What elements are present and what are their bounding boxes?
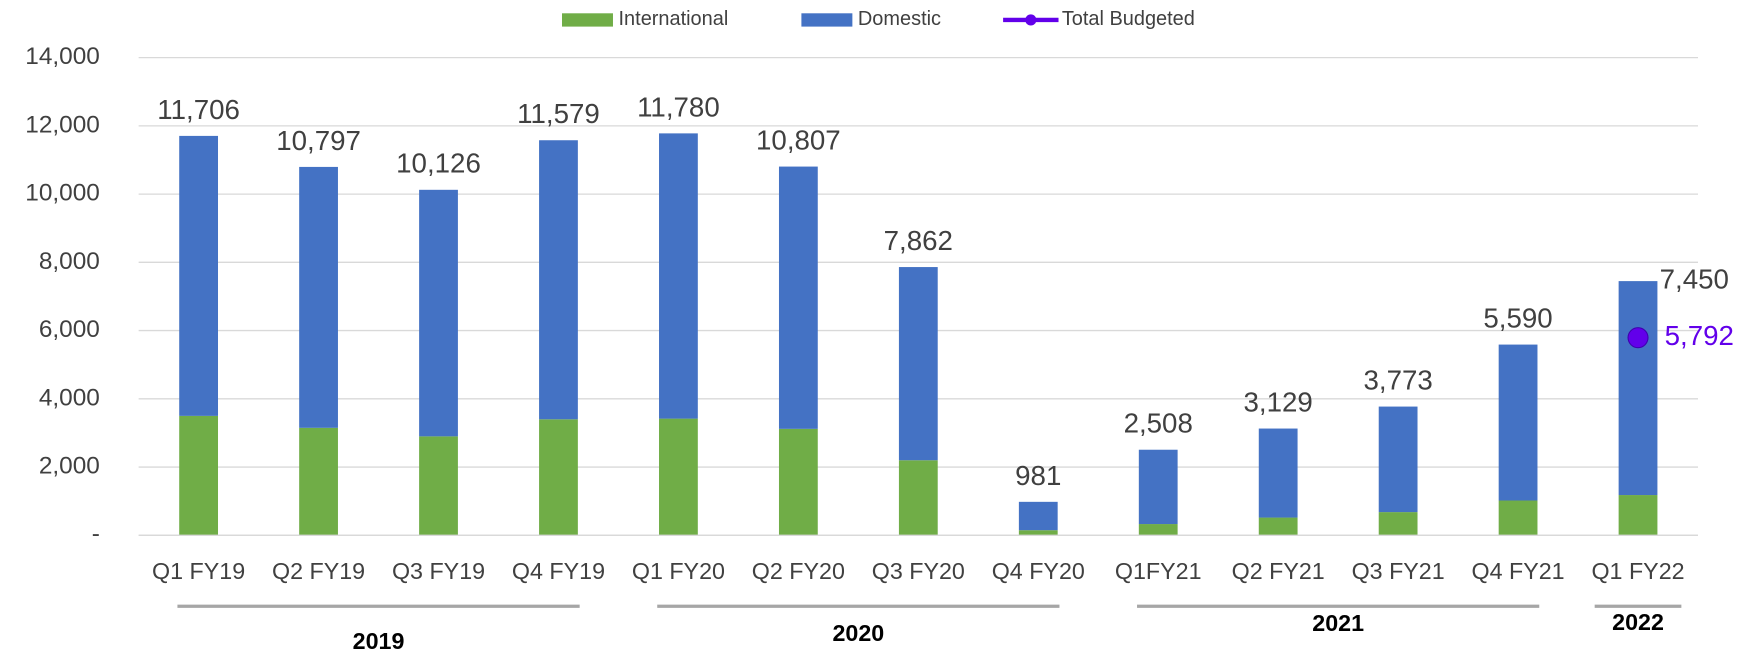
total-label: 3,773 (1363, 365, 1432, 396)
bar-segment (539, 419, 578, 536)
legend-label: Domestic (858, 8, 941, 30)
year-label: 2020 (832, 620, 884, 646)
total-label: 7,450 (1660, 263, 1729, 294)
y-tick-label: 8,000 (39, 248, 100, 275)
x-tick-label: Q4 FY21 (1472, 558, 1565, 584)
legend-label: Total Budgeted (1062, 8, 1195, 30)
y-tick-label: 4,000 (39, 384, 100, 411)
bar-segment (1138, 449, 1178, 525)
total-label: 981 (1015, 460, 1061, 491)
legend-swatch (562, 13, 613, 27)
bar-segment (179, 135, 219, 416)
total-label: 11,780 (637, 91, 720, 122)
legend-dot (1025, 14, 1037, 26)
total-label: 10,807 (756, 125, 841, 156)
x-tick-label: Q1 FY22 (1591, 558, 1684, 584)
bar-segment (419, 436, 458, 536)
budget-label: 5,792 (1665, 320, 1734, 351)
bar-segment (1498, 344, 1538, 501)
y-tick-label: 2,000 (39, 453, 100, 480)
budget-point (1627, 327, 1649, 349)
bar-segment (1378, 512, 1418, 536)
bar-segment (299, 166, 338, 428)
bar-segment (1258, 517, 1298, 536)
x-tick-label: Q1FY21 (1115, 558, 1202, 584)
bar-segment (299, 427, 338, 536)
x-tick-label: Q2 FY21 (1232, 558, 1325, 584)
total-label: 2,508 (1124, 408, 1193, 439)
total-label: 10,797 (276, 125, 361, 156)
x-tick-label: Q2 FY19 (272, 558, 365, 584)
bar-segment (778, 166, 818, 429)
bar-segment (1018, 530, 1058, 536)
total-label: 11,579 (517, 98, 600, 129)
bar-segment (1378, 406, 1418, 513)
bar-segment (1498, 500, 1538, 536)
bar-segment (419, 189, 458, 437)
bar-segment (539, 140, 578, 420)
bar-segment (778, 428, 818, 536)
x-tick-label: Q1 FY20 (632, 558, 725, 584)
bar-segment (1618, 495, 1658, 536)
y-tick-label: 6,000 (39, 316, 100, 343)
x-tick-label: Q3 FY19 (392, 558, 485, 584)
x-tick-label: Q4 FY19 (512, 558, 605, 584)
total-label: 5,590 (1483, 303, 1552, 334)
y-tick-label: - (92, 521, 100, 548)
x-tick-label: Q2 FY20 (752, 558, 845, 584)
year-label: 2021 (1312, 610, 1364, 636)
bar-segment (898, 267, 938, 461)
total-label: 11,706 (157, 94, 240, 125)
total-label: 10,126 (396, 148, 481, 179)
bar-segment (659, 133, 698, 419)
bar-segment (1018, 501, 1058, 531)
year-label: 2019 (353, 628, 405, 654)
y-tick-label: 12,000 (25, 111, 100, 138)
x-tick-label: Q3 FY21 (1352, 558, 1445, 584)
bar-segment (898, 460, 938, 536)
x-tick-label: Q1 FY19 (152, 558, 245, 584)
y-tick-label: 10,000 (25, 180, 100, 207)
year-label: 2022 (1612, 609, 1664, 635)
total-label: 7,862 (884, 225, 953, 256)
bar-segment (1618, 281, 1658, 496)
bar-segment (659, 418, 698, 536)
x-tick-label: Q4 FY20 (992, 558, 1085, 584)
legend-swatch (801, 13, 853, 27)
bar-segment (1258, 428, 1298, 518)
bar-segment (179, 415, 219, 536)
total-label: 3,129 (1244, 386, 1313, 417)
x-tick-label: Q3 FY20 (872, 558, 965, 584)
bar-segment (1138, 524, 1178, 536)
y-tick-label: 14,000 (25, 43, 100, 70)
legend-label: International (619, 8, 729, 30)
